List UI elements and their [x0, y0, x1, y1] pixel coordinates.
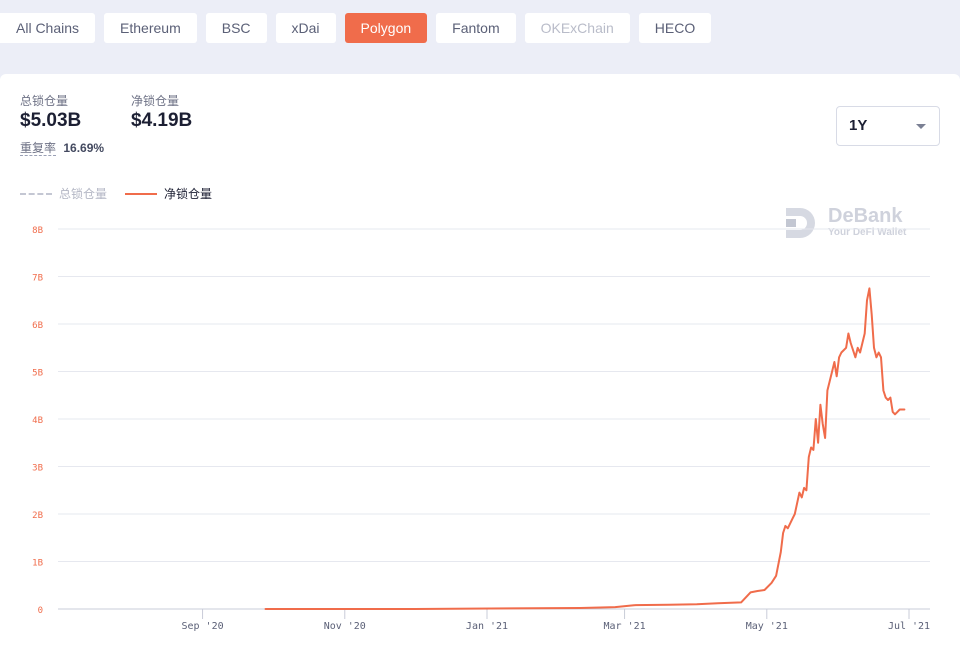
- duplicate-ratio: 重复率 16.69%: [20, 141, 104, 156]
- legend-total-label: 总锁仓量: [59, 187, 108, 201]
- legend-net-label: 净锁仓量: [164, 187, 213, 201]
- tvl-panel: 总锁仓量 $5.03B 净锁仓量 $4.19B 重复率 16.69% 1Y 总锁…: [0, 74, 960, 655]
- net-tvl-stat: 净锁仓量 $4.19B: [131, 94, 192, 133]
- x-axis-ticks: Sep '20 Nov '20 Jan '21 Mar '21 May '21 Jul '…: [181, 609, 930, 632]
- chain-tabs: All Chains Ethereum BSC xDai Polygon Fan…: [0, 13, 720, 43]
- y-tick-label: 7B: [32, 274, 43, 284]
- y-axis-ticks: 0 1B 2B 3B 4B 5B 6B 7B 8B: [32, 226, 43, 616]
- tab-all-chains[interactable]: All Chains: [0, 13, 96, 43]
- total-tvl-value: $5.03B: [20, 110, 82, 131]
- tab-polygon[interactable]: Polygon: [344, 13, 428, 43]
- net-tvl-value: $4.19B: [131, 110, 193, 131]
- time-range-select[interactable]: 1Y: [836, 106, 940, 146]
- y-tick-label: 5B: [32, 369, 43, 379]
- solid-line-icon: [125, 192, 157, 195]
- y-tick-label: 6B: [32, 321, 43, 331]
- watermark-tagline: Your DeFi Wallet: [828, 227, 907, 238]
- total-tvl-stat: 总锁仓量 $5.03B: [20, 94, 81, 133]
- debank-logo-icon: [786, 208, 815, 238]
- y-tick-label: 4B: [32, 416, 43, 426]
- watermark-brand: DeBank: [828, 205, 903, 227]
- tab-bsc[interactable]: BSC: [205, 13, 267, 43]
- dashed-line-icon: [20, 192, 52, 195]
- chart-grid: [58, 228, 930, 610]
- debank-watermark: DeBank Your DeFi Wallet: [784, 205, 924, 241]
- x-tick-label: Jan '21: [466, 621, 508, 632]
- chart-series: [264, 287, 906, 610]
- net-tvl-line: [264, 287, 906, 610]
- y-tick-label: 8B: [32, 226, 43, 236]
- y-tick-label: 2B: [32, 511, 43, 521]
- legend-total-tvl[interactable]: 总锁仓量: [20, 185, 107, 202]
- duplicate-ratio-label[interactable]: 重复率: [20, 141, 57, 156]
- tab-fantom[interactable]: Fantom: [436, 13, 516, 43]
- net-tvl-label: 净锁仓量: [131, 94, 180, 108]
- x-tick-label: May '21: [746, 621, 788, 632]
- tab-okexchain[interactable]: OKExChain: [524, 13, 630, 43]
- y-tick-label: 1B: [32, 559, 43, 569]
- tab-ethereum[interactable]: Ethereum: [104, 13, 197, 43]
- x-tick-label: Jul '21: [888, 621, 930, 632]
- y-tick-label: 3B: [32, 464, 43, 474]
- duplicate-ratio-value: 16.69%: [63, 141, 105, 155]
- x-tick-label: Mar '21: [603, 621, 645, 632]
- y-tick-label: 0: [38, 606, 43, 616]
- x-tick-label: Nov '20: [324, 621, 366, 632]
- chevron-down-icon: [916, 124, 926, 129]
- legend-net-tvl[interactable]: 净锁仓量: [125, 185, 212, 202]
- x-tick-label: Sep '20: [181, 621, 223, 632]
- time-range-value: 1Y: [849, 117, 868, 134]
- total-tvl-label: 总锁仓量: [20, 94, 69, 108]
- tab-heco[interactable]: HECO: [638, 13, 712, 43]
- tab-xdai[interactable]: xDai: [275, 13, 336, 43]
